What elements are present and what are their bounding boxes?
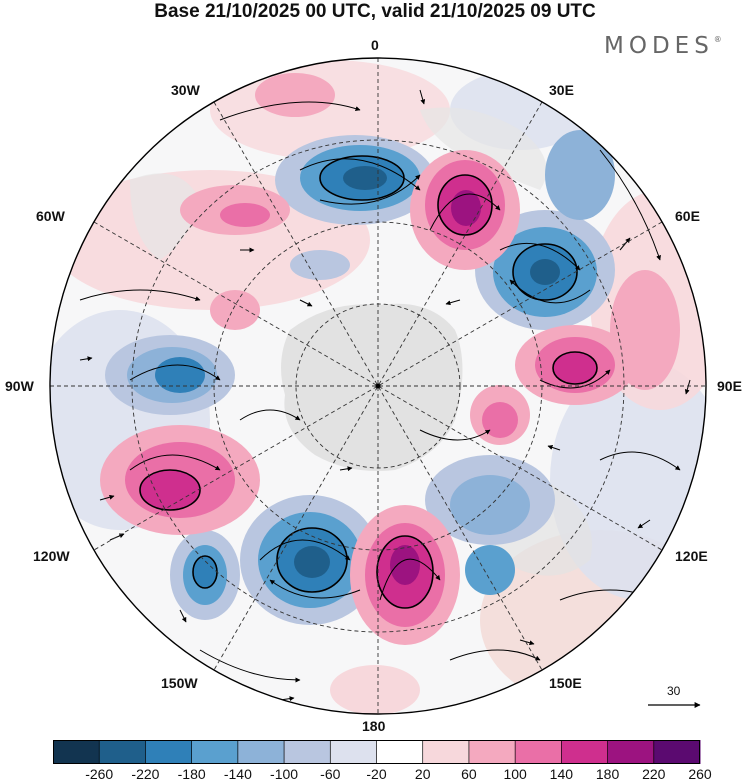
colorbar-tick-label: 220 — [642, 766, 666, 782]
map-boundary — [49, 57, 707, 715]
colorbar-swatch — [191, 740, 239, 764]
lon-label-90w: 90W — [5, 378, 34, 394]
colorbar-swatch — [515, 740, 562, 764]
negative-anomaly-5 — [170, 530, 240, 620]
colorbar-swatch — [330, 740, 377, 764]
lon-label-120w: 120W — [33, 548, 70, 564]
lon-label-90e: 90E — [717, 378, 742, 394]
lon-label-0: 0 — [371, 37, 379, 53]
colorbar-swatch — [145, 740, 193, 764]
colorbar-swatch — [561, 740, 609, 764]
negative-anomaly-3 — [105, 335, 235, 415]
colorbar-tick-label: 100 — [503, 766, 527, 782]
south-pole-marker — [375, 383, 381, 389]
colorbar-swatch — [284, 740, 331, 764]
graticule — [50, 58, 706, 714]
positive-anomaly-3 — [100, 425, 260, 535]
positive-anomaly-2 — [350, 505, 460, 645]
short-vectors — [79, 89, 691, 702]
lon-label-30e: 30E — [549, 82, 574, 98]
lon-label-120e: 120E — [675, 548, 708, 564]
colorbar-tick-label: -180 — [177, 766, 206, 782]
logo-text: MODES — [604, 33, 714, 59]
colorbar-swatch — [99, 740, 146, 764]
registered-mark: ® — [713, 35, 722, 44]
colorbar-tick-label: -220 — [131, 766, 160, 782]
colorbar-swatch — [468, 740, 516, 764]
colorbar-tick-label: 20 — [414, 766, 431, 782]
colorbar-tick-label: -100 — [270, 766, 299, 782]
colorbar-tick-label: -60 — [320, 766, 341, 782]
colorbar-tick-label: 60 — [461, 766, 477, 782]
lon-label-60w: 60W — [36, 208, 65, 224]
lon-label-150w: 150W — [161, 675, 198, 691]
lon-label-30w: 30W — [171, 82, 200, 98]
map-title: Base 21/10/2025 00 UTC, valid 21/10/2025… — [154, 1, 596, 22]
colorbar-tick-label: 180 — [595, 766, 620, 782]
positive-anomaly-1 — [410, 150, 520, 270]
colorbar-tick-label: -260 — [85, 766, 114, 782]
streamlines — [79, 101, 681, 683]
colorbar-swatch — [422, 740, 470, 764]
lon-label-60e: 60E — [675, 208, 700, 224]
colorbar-tick-label: -20 — [366, 766, 387, 782]
colorbar-swatch — [376, 740, 424, 764]
colorbar-tick-label: 140 — [549, 766, 574, 782]
lon-label-150e: 150E — [549, 675, 582, 691]
colorbar-swatch — [607, 740, 655, 764]
colorbar — [53, 740, 701, 764]
colorbar-tick-label: -140 — [223, 766, 252, 782]
reference-vector-value: 30 — [667, 684, 681, 698]
colorbar-tick-label: 260 — [688, 766, 712, 782]
colorbar-swatch — [237, 740, 285, 764]
lon-label-180: 180 — [362, 718, 386, 734]
positive-anomaly-4 — [515, 325, 635, 405]
colorbar-swatch — [53, 740, 100, 764]
colorbar-swatch — [653, 740, 701, 764]
modes-logo: MODES® — [604, 33, 722, 59]
